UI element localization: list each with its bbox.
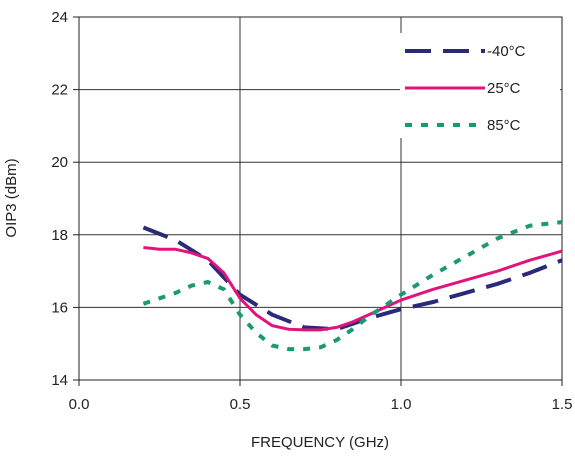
y-tick-label: 14 [51, 372, 68, 389]
series-line-1 [143, 246, 563, 332]
x-tick-label: 1.5 [552, 396, 573, 413]
legend-label-2: 85°C [487, 117, 521, 134]
x-tick-label: 1.0 [391, 396, 412, 413]
y-tick-label: 16 [51, 299, 68, 316]
x-ticks: 0.0 0.5 1.0 1.5 [69, 380, 573, 413]
x-axis-title: FREQUENCY (GHz) [251, 434, 389, 451]
y-tick-label: 18 [51, 227, 68, 244]
legend-label-0: -40°C [487, 43, 526, 60]
y-ticks: 14 16 18 20 22 24 [51, 9, 79, 389]
y-tick-label: 22 [51, 82, 68, 99]
x-tick-label: 0.5 [230, 396, 251, 413]
series-line-0 [142, 225, 563, 332]
legend-box [400, 33, 560, 138]
legend: -40°C 25°C 85°C [400, 33, 560, 138]
legend-label-1: 25°C [487, 80, 521, 97]
series-lines [142, 220, 563, 352]
y-axis-title: OIP3 (dBm) [3, 158, 20, 237]
y-tick-label: 24 [51, 9, 68, 26]
x-tick-label: 0.0 [69, 396, 90, 413]
y-tick-label: 20 [51, 154, 68, 171]
